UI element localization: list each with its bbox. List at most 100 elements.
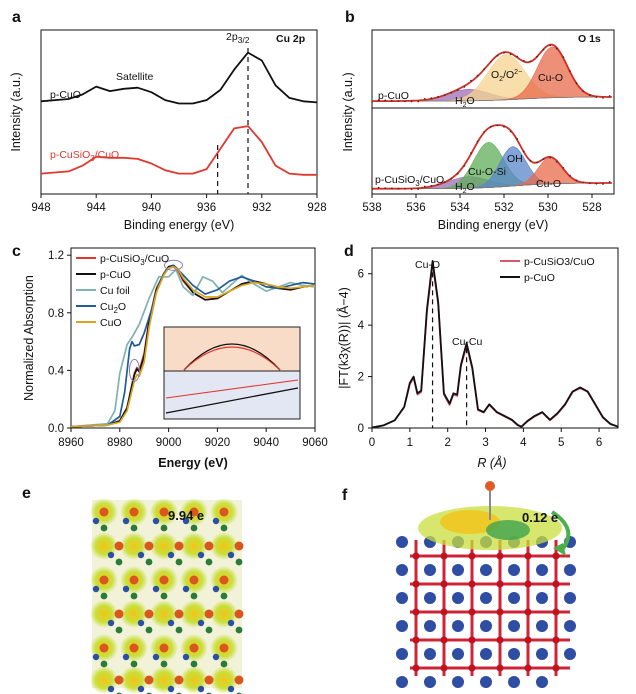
panel-e-o-atom (190, 592, 198, 600)
panel-e: e 9.94 e (22, 485, 244, 694)
panel-b-element-label: O 1s (578, 33, 601, 45)
panel-b-raw-point (496, 124, 499, 127)
panel-c-legend-label-0: p-CuSiO3/CuO (100, 253, 169, 267)
panel-d-xtick-label: 6 (596, 437, 602, 449)
panel-f-cu-atom (496, 636, 504, 644)
panel-e-si-atom (137, 685, 145, 693)
panel-b-o2-label: O2/O2− (491, 69, 522, 83)
panel-c-letter: c (12, 243, 21, 260)
panel-c-xtick-label: 8960 (58, 437, 84, 449)
panel-e-si-atom (212, 653, 220, 661)
panel-b-x-ticks: 538 536 534 532 530 528 (362, 194, 602, 214)
panel-f-o-atom (508, 620, 520, 632)
panel-b-raw-point (470, 152, 472, 154)
panel-c-plot-area (71, 259, 315, 428)
panel-c-series-line-3 (71, 264, 315, 428)
panel-f-o-atom (424, 676, 436, 688)
panel-b-raw-point (390, 99, 393, 102)
panel-b-raw-point (542, 158, 545, 161)
panel-b-raw-point (423, 185, 426, 188)
panel-b-raw-point (384, 187, 387, 190)
panel-f-o-atom (396, 564, 408, 576)
panel-e-cu-atom (204, 675, 214, 685)
panel-f-o-atom (424, 620, 436, 632)
panel-f-cu-atom (412, 636, 420, 644)
panel-f-cu-atom (440, 664, 448, 672)
panel-b-raw-point (608, 181, 611, 183)
panel-d-legend-label-0: p-CuSiO3/CuO (524, 256, 595, 268)
panel-e-si-atom (167, 685, 175, 693)
panel-f-o-atom (452, 676, 464, 688)
panel-b: b 538 536 534 532 530 528 Binding energy (eV)… (341, 9, 615, 232)
panel-f-o-atom (452, 592, 464, 604)
panel-b-raw-point (372, 101, 373, 103)
panel-b-letter: b (345, 9, 355, 26)
panel-e-cu-atom (99, 643, 109, 653)
panel-d-ticks: 0 1 2 3 4 5 6 0 2 4 6 (358, 269, 603, 449)
panel-f-charge-label: 0.12 e (522, 510, 558, 525)
panel-b-h2o-label-top: H2O (455, 95, 475, 109)
panel-f-structure (396, 481, 576, 688)
panel-f-o-atom (480, 676, 492, 688)
panel-c-inset-top-pcuo (183, 343, 281, 371)
panel-f-cu-atom (496, 608, 504, 616)
panel-e-si-atom (197, 685, 205, 693)
panel-b-raw-points-0 (372, 44, 611, 103)
panel-f-o-atom (480, 620, 492, 632)
panel-f-o-atom (536, 620, 548, 632)
panel-b-raw-point (443, 94, 446, 96)
panel-e-o-atom (100, 660, 108, 668)
panel-c-ytick-label: 0.8 (48, 308, 64, 320)
panel-d-ytick-label: 2 (358, 372, 364, 384)
panel-b-raw-point (516, 138, 519, 140)
panel-b-raw-point (476, 140, 479, 143)
panel-d-series-line-1 (372, 260, 618, 428)
panel-e-cu-atom (99, 507, 109, 517)
panel-f-o-atom (508, 648, 520, 660)
panel-e-si-atom (92, 585, 100, 593)
panel-e-si-atom (197, 551, 205, 559)
panel-e-si-atom (137, 619, 145, 627)
panel-f-o-atom (564, 592, 576, 604)
panel-a-ylabel: Intensity (a.u.) (9, 72, 23, 151)
panel-c-frame (70, 247, 316, 429)
panel-b-raw-point (372, 188, 373, 191)
panel-f-o-atom (452, 564, 464, 576)
panel-f-cu-atom (440, 636, 448, 644)
panel-c-legend-label-1: p-CuO (100, 269, 131, 281)
panel-b-frame (371, 29, 615, 195)
panel-b-cuosi-label: Cu-O-Si (468, 166, 506, 178)
panel-b-raw-point (397, 100, 400, 102)
panel-b-raw-point (417, 100, 420, 103)
panel-b-raw-point (377, 99, 380, 101)
panel-b-raw-point (536, 161, 538, 164)
panel-e-si-atom (227, 685, 235, 693)
panel-b-raw-point (582, 181, 585, 184)
panel-e-si-atom (122, 585, 130, 593)
panel-e-si-atom (182, 653, 190, 661)
panel-e-si-atom (107, 619, 115, 627)
panel-f-cu-atom (524, 636, 532, 644)
panel-e-si-atom (152, 585, 160, 593)
panel-e-o-atom (160, 524, 168, 532)
panel-c-inset-bottom-pcusio3 (165, 379, 299, 399)
panel-c-series-line-4 (71, 265, 315, 428)
panel-e-cu-atom (129, 507, 139, 517)
panel-b-raw-point (384, 99, 387, 102)
panel-b-xlabel: Binding energy (eV) (438, 218, 548, 232)
panel-f-o-atom (564, 620, 576, 632)
panel-e-o-atom (160, 592, 168, 600)
panel-a-series-line-1 (41, 125, 317, 176)
panel-b-raw-point (483, 68, 486, 70)
panel-b-raw-point (496, 54, 499, 57)
panel-e-cu-atom (114, 675, 124, 685)
panel-d: d 0 1 2 3 4 5 6 0 2 4 6 R (Å) |FT(k3χ(R))| (Å−4) C… (336, 243, 619, 470)
panel-f-cu-atom (440, 580, 448, 588)
panel-b-raw-point (456, 89, 459, 91)
panel-b-raw-point (529, 60, 532, 63)
panel-c-ytick-label: 0.4 (48, 365, 65, 377)
panel-c-ticks: 8960 8980 9000 9020 9040 9060 0.0 0.4 0.8 1.2 (48, 250, 328, 449)
panel-b-raw-point (509, 53, 512, 56)
panel-a-xtick-label: 932 (252, 202, 271, 214)
